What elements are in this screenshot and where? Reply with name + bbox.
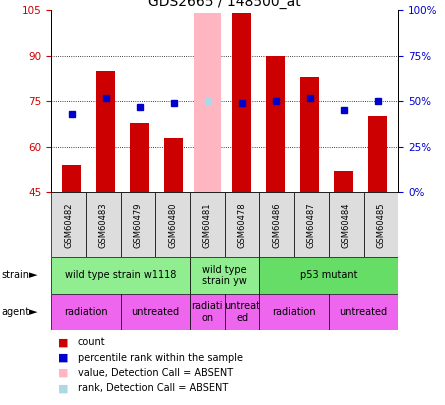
Text: wild type strain w1118: wild type strain w1118 xyxy=(65,271,176,280)
Text: ►: ► xyxy=(29,307,37,317)
Bar xyxy=(190,294,225,330)
Bar xyxy=(267,55,285,192)
Text: p53 mutant: p53 mutant xyxy=(300,271,358,280)
Text: GSM60479: GSM60479 xyxy=(134,202,142,247)
Bar xyxy=(364,192,398,257)
Bar xyxy=(232,13,251,192)
Text: GSM60478: GSM60478 xyxy=(238,202,247,247)
Text: agent: agent xyxy=(1,307,29,317)
Text: GSM60487: GSM60487 xyxy=(307,202,316,247)
Text: strain: strain xyxy=(1,271,29,280)
Text: GSM60481: GSM60481 xyxy=(203,202,212,247)
Bar xyxy=(51,192,86,257)
Bar xyxy=(62,165,81,192)
Text: wild type
strain yw: wild type strain yw xyxy=(202,264,247,286)
Bar xyxy=(294,192,329,257)
Text: value, Detection Call = ABSENT: value, Detection Call = ABSENT xyxy=(78,368,233,378)
Text: GSM60480: GSM60480 xyxy=(168,202,177,247)
Text: untreated: untreated xyxy=(340,307,388,317)
Text: ■: ■ xyxy=(58,368,69,378)
Text: radiati
on: radiati on xyxy=(192,301,223,323)
Text: ►: ► xyxy=(29,271,37,280)
Text: GSM60482: GSM60482 xyxy=(64,202,73,247)
Text: untreat
ed: untreat ed xyxy=(224,301,260,323)
Bar xyxy=(51,294,121,330)
Bar xyxy=(194,13,221,192)
Bar xyxy=(335,171,353,192)
Text: radiation: radiation xyxy=(272,307,316,317)
Bar xyxy=(259,257,398,294)
Bar xyxy=(190,192,225,257)
Bar xyxy=(329,294,398,330)
Bar xyxy=(329,192,364,257)
Text: percentile rank within the sample: percentile rank within the sample xyxy=(78,353,243,362)
Text: ■: ■ xyxy=(58,353,69,362)
Bar xyxy=(121,192,155,257)
Text: ■: ■ xyxy=(58,384,69,393)
Bar xyxy=(259,192,294,257)
Text: rank, Detection Call = ABSENT: rank, Detection Call = ABSENT xyxy=(78,384,228,393)
Bar xyxy=(300,77,319,192)
Text: GSM60485: GSM60485 xyxy=(376,202,385,247)
Bar xyxy=(130,122,149,192)
Text: GSM60486: GSM60486 xyxy=(272,202,281,247)
Bar xyxy=(225,192,259,257)
Text: untreated: untreated xyxy=(131,307,179,317)
Bar xyxy=(96,71,115,192)
Text: ■: ■ xyxy=(58,337,69,347)
Text: count: count xyxy=(78,337,105,347)
Bar xyxy=(225,294,259,330)
Bar xyxy=(259,294,329,330)
Bar xyxy=(368,117,387,192)
Bar xyxy=(190,257,259,294)
Text: radiation: radiation xyxy=(64,307,108,317)
Bar xyxy=(86,192,121,257)
Bar xyxy=(155,192,190,257)
Text: GSM60484: GSM60484 xyxy=(342,202,351,247)
Bar xyxy=(164,138,183,192)
Title: GDS2665 / 148500_at: GDS2665 / 148500_at xyxy=(148,0,301,9)
Bar xyxy=(51,257,190,294)
Text: GSM60483: GSM60483 xyxy=(99,202,108,247)
Bar xyxy=(121,294,190,330)
